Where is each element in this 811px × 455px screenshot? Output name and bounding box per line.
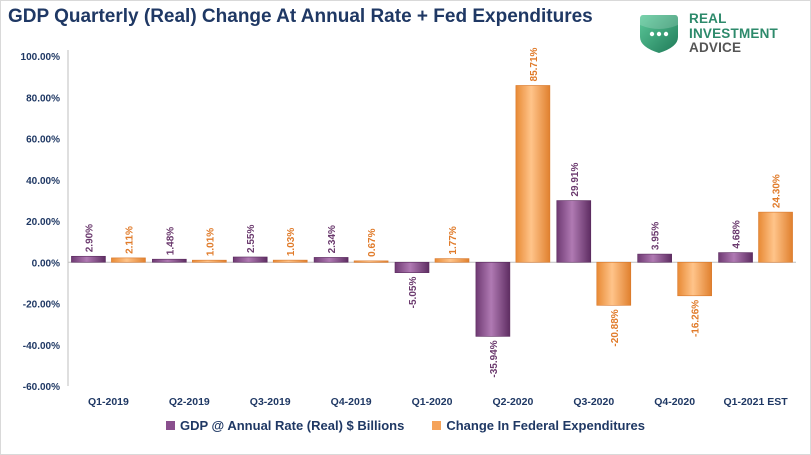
chart-title: GDP Quarterly (Real) Change At Annual Ra…: [8, 6, 593, 27]
chart-legend: GDP @ Annual Rate (Real) $ Billions Chan…: [0, 418, 811, 433]
bar-fed: [272, 259, 308, 263]
bar-fed: [434, 258, 470, 263]
x-tick-label: Q4-2019: [331, 396, 372, 408]
logo: REAL INVESTMENT ADVICE: [637, 11, 807, 55]
data-label-gdp: -35.94%: [489, 340, 500, 377]
data-label-gdp: 4.68%: [732, 220, 743, 248]
y-tick-label: 0.00%: [32, 258, 60, 269]
legend-swatch-fed: [432, 421, 442, 430]
x-tick-label: Q1-2020: [412, 396, 453, 408]
bar-gdp: [313, 257, 349, 263]
legend-label-fed: Change In Federal Expenditures: [446, 418, 645, 433]
data-label-gdp: 2.90%: [84, 224, 95, 252]
bar-gdp: [637, 253, 672, 263]
x-tick-label: Q3-2020: [573, 396, 614, 408]
y-tick-label: -40.00%: [23, 341, 60, 352]
data-label-fed: -16.26%: [691, 300, 702, 337]
bar-gdp: [232, 256, 268, 263]
y-tick-label: -20.00%: [23, 300, 60, 311]
y-tick-label: 40.00%: [26, 176, 60, 187]
legend-label-gdp: GDP @ Annual Rate (Real) $ Billions: [180, 418, 405, 433]
shield-icon: [640, 15, 678, 53]
logo-line-3: ADVICE: [689, 40, 742, 55]
data-label-gdp: 2.34%: [327, 225, 338, 253]
y-tick-label: 100.00%: [21, 52, 61, 63]
y-tick-label: 80.00%: [26, 93, 60, 104]
data-label-gdp: 3.95%: [651, 222, 662, 250]
bar-fed: [515, 85, 551, 263]
bar-fed: [758, 211, 793, 263]
data-label-gdp: 2.55%: [246, 225, 257, 253]
logo-wordmark: REAL INVESTMENT ADVICE: [689, 11, 779, 56]
x-tick-label: Q4-2020: [654, 396, 695, 408]
data-label-fed: 0.67%: [367, 228, 378, 256]
data-label-fed: 85.71%: [529, 47, 540, 81]
legend-item-gdp: GDP @ Annual Rate (Real) $ Billions: [166, 418, 404, 433]
bar-fed: [353, 260, 389, 263]
x-tick-label: Q1-2021 EST: [723, 396, 788, 408]
data-label-gdp: -5.05%: [408, 277, 419, 309]
x-tick-label: Q2-2019: [169, 396, 210, 408]
bar-fed: [192, 259, 227, 263]
x-tick-label: Q3-2019: [250, 396, 291, 408]
x-tick-label: Q1-2019: [88, 396, 129, 408]
x-tick-label: Q2-2020: [492, 396, 533, 408]
y-tick-label: -60.00%: [23, 382, 60, 393]
data-label-gdp: 29.91%: [570, 163, 581, 197]
bar-gdp: [71, 255, 106, 263]
legend-item-fed: Change In Federal Expenditures: [432, 418, 645, 433]
bar-gdp: [718, 252, 753, 263]
data-label-gdp: 1.48%: [165, 227, 176, 255]
legend-swatch-gdp: [166, 421, 175, 430]
logo-line-1: REAL: [689, 11, 727, 26]
data-label-fed: 1.77%: [448, 226, 459, 254]
data-label-fed: 2.11%: [124, 226, 135, 254]
bar-fed: [677, 261, 712, 297]
data-label-fed: 24.30%: [772, 174, 783, 208]
bar-gdp: [556, 200, 592, 263]
bar-gdp: [152, 258, 187, 263]
bar-fed: [111, 257, 146, 263]
data-label-fed: -20.88%: [610, 309, 621, 346]
logo-line-2: INVESTMENT: [689, 25, 779, 41]
bar-gdp: [475, 261, 511, 337]
bar-gdp: [394, 261, 430, 273]
data-label-fed: 1.03%: [286, 228, 297, 256]
y-tick-label: 20.00%: [26, 217, 60, 228]
data-label-fed: 1.01%: [205, 228, 216, 256]
bar-fed: [596, 261, 632, 306]
y-tick-label: 60.00%: [26, 135, 60, 146]
